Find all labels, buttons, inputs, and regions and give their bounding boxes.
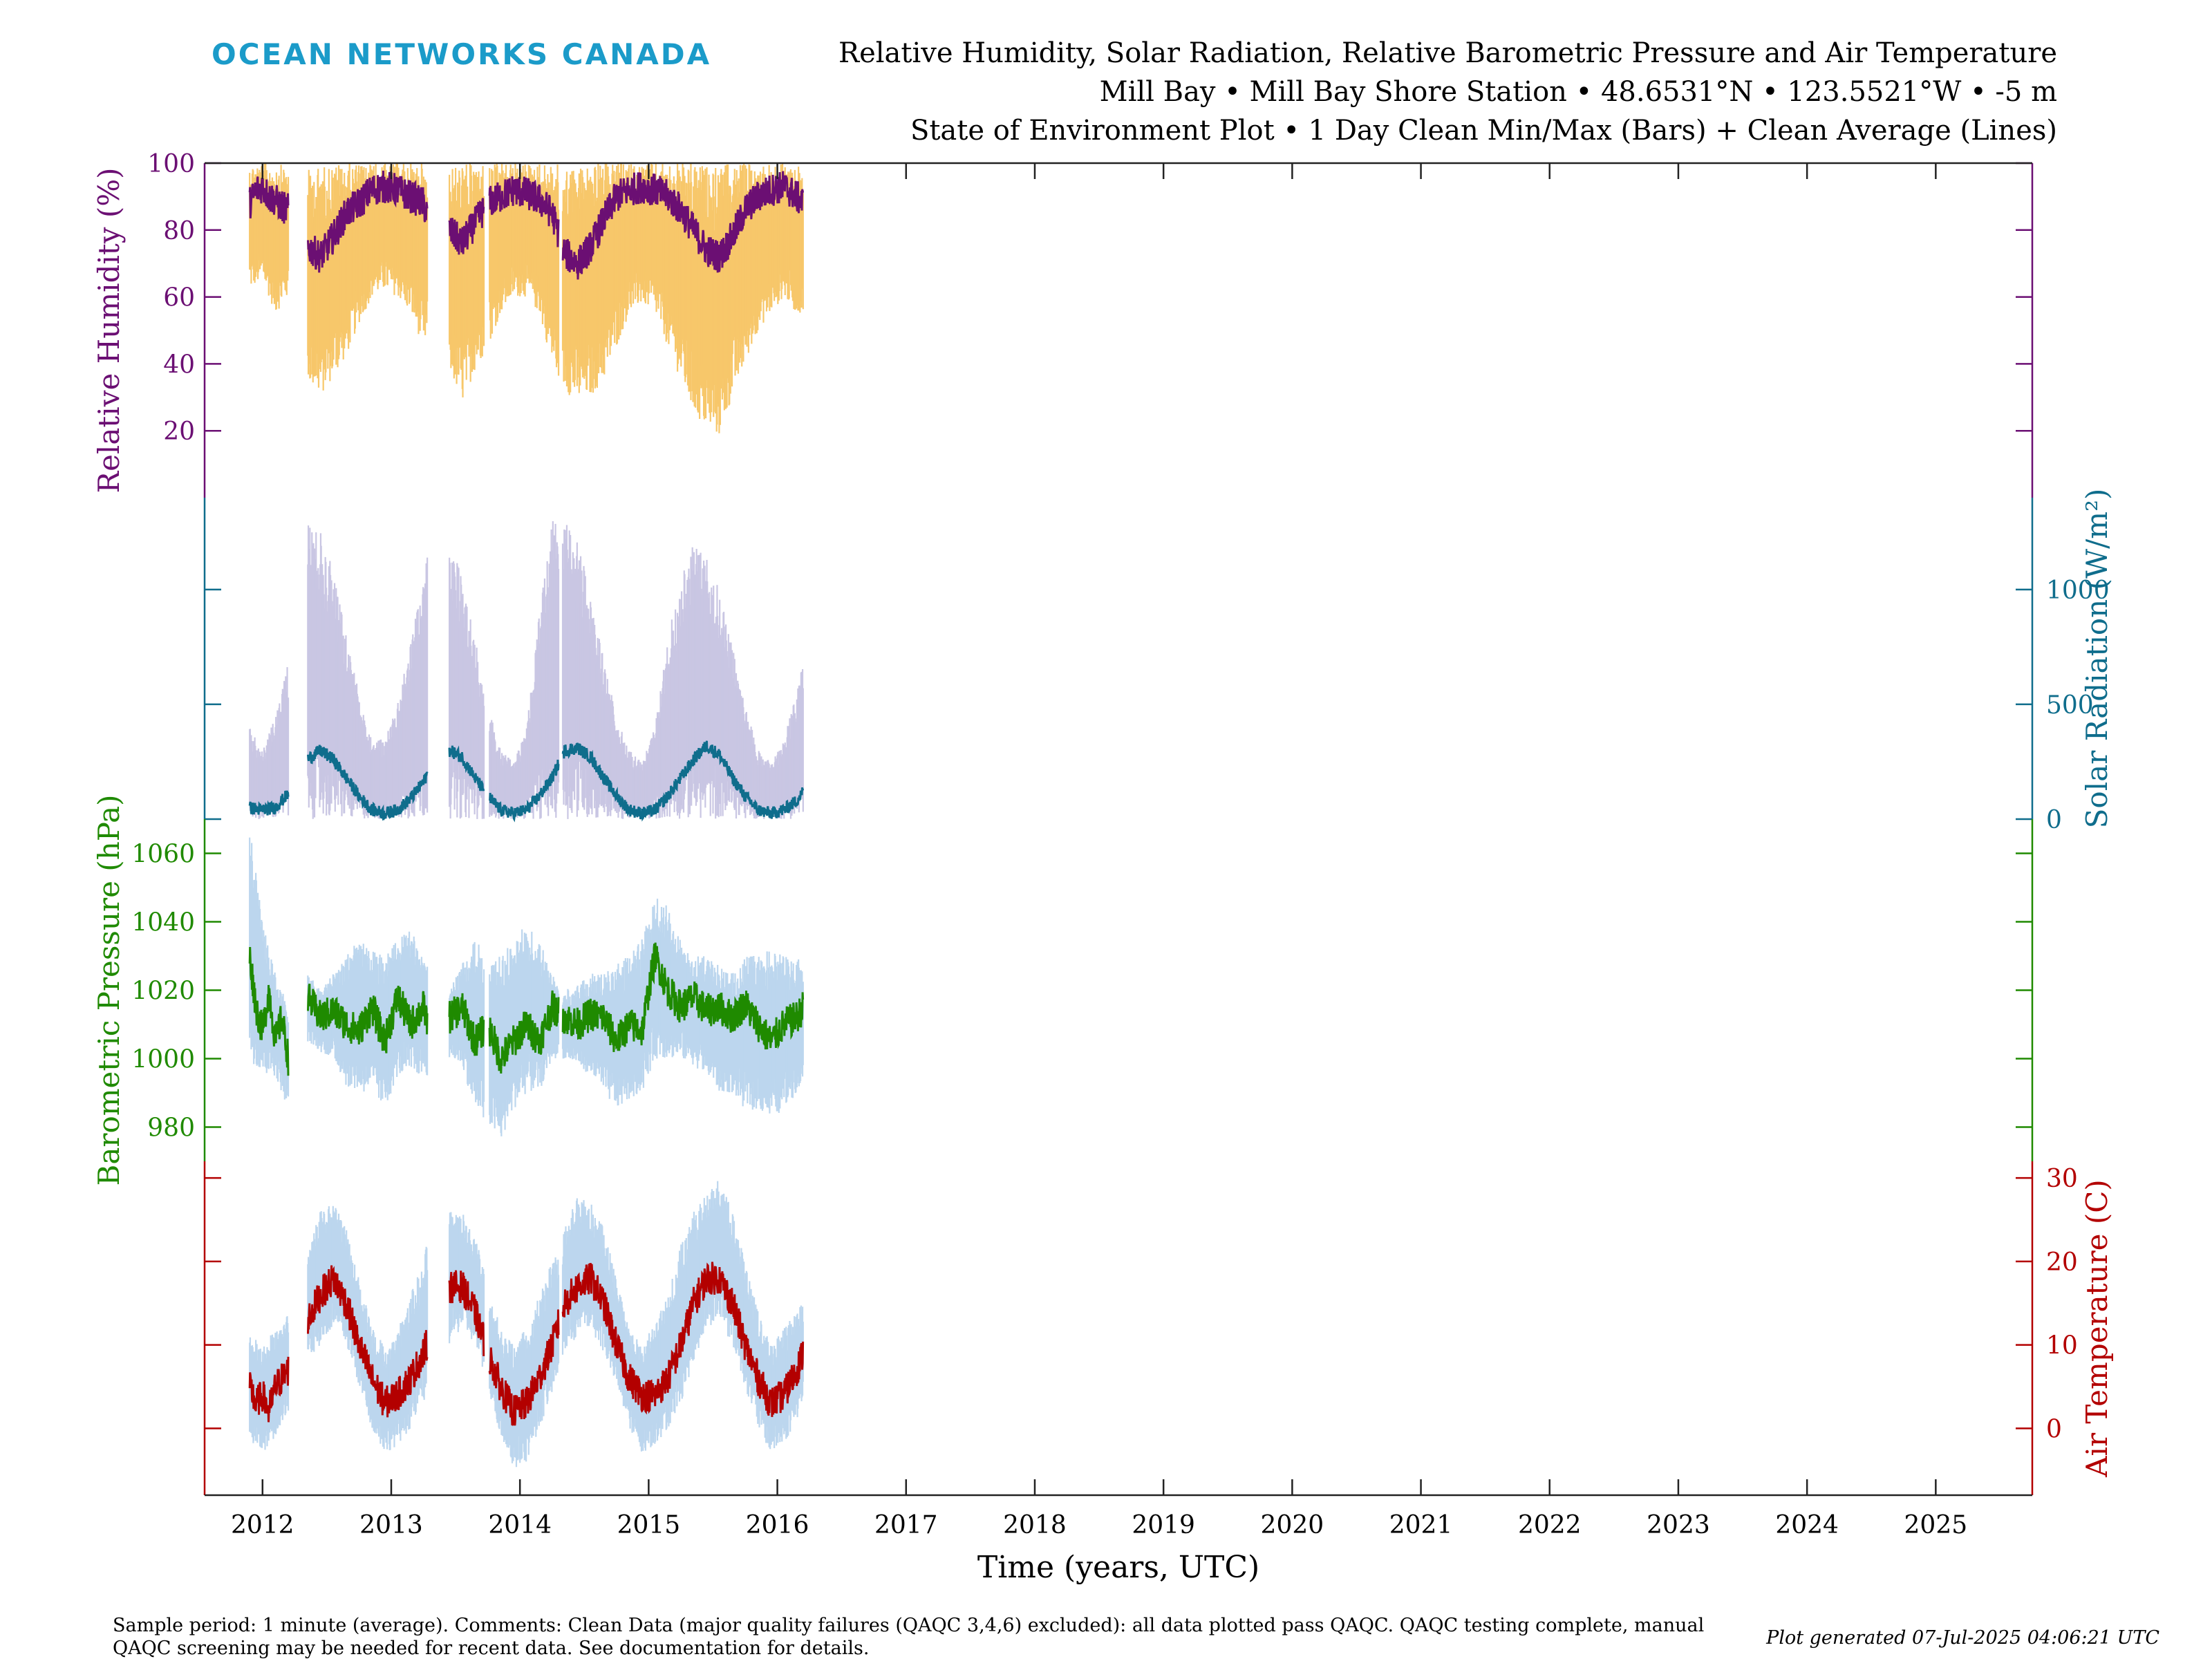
chart-title-line-1: Relative Humidity, Solar Radiation, Rela…: [838, 37, 2057, 69]
x-tick-label: 2022: [1518, 1511, 1582, 1539]
humidity-tick-label: 100: [147, 150, 195, 178]
x-tick-label: 2019: [1132, 1511, 1195, 1539]
logo: OCEAN NETWORKS CANADA: [212, 37, 712, 71]
temperature-minmax-bars: [249, 1181, 804, 1468]
humidity-minmax-bars: [249, 163, 804, 433]
pressure-minmax-bars: [249, 837, 804, 1136]
temperature-tick-label: 30: [2046, 1165, 2078, 1193]
x-tick-label: 2013: [359, 1511, 423, 1539]
temperature-tick-label: 20: [2046, 1248, 2078, 1277]
x-tick-label: 2016: [746, 1511, 809, 1539]
temperature-y-axis-label: Air Temperature (C): [2080, 1179, 2114, 1478]
pressure-y-axis-label: Barometric Pressure (hPa): [92, 794, 126, 1185]
solar-tick-label: 1000: [2046, 577, 2110, 605]
plot-generated: Plot generated 07-Jul-2025 04:06:21 UTC: [1766, 1627, 2159, 1649]
x-tick-label: 2023: [1647, 1511, 1710, 1539]
x-tick-label: 2020: [1261, 1511, 1324, 1539]
x-tick-label: 2018: [1003, 1511, 1067, 1539]
x-tick-label: 2021: [1389, 1511, 1453, 1539]
humidity-tick-label: 20: [163, 418, 195, 446]
solar-average-line: [248, 740, 805, 823]
temperature-tick-label: 10: [2046, 1332, 2078, 1360]
pressure-tick-label: 980: [147, 1114, 195, 1143]
humidity-panel: 20 40 60 80 100 Relative Humidity (%): [92, 150, 2034, 498]
solar-tick-label: 0: [2046, 806, 2062, 834]
temperature-average-line: [248, 1262, 805, 1427]
x-axis-label: Time (years, UTC): [977, 1550, 1259, 1585]
pressure-tick-label: 1000: [131, 1046, 195, 1074]
x-tick-label: 2014: [488, 1511, 552, 1539]
solar-minmax-bars: [249, 521, 804, 819]
footer-comment-line-2: QAQC screening may be needed for recent …: [113, 1638, 870, 1659]
x-tick-label: 2024: [1775, 1511, 1839, 1539]
pressure-tick-label: 1040: [131, 909, 195, 937]
solar-y-axis-label: Solar Radiation (W/m²): [2080, 489, 2114, 829]
humidity-tick-label: 40: [163, 350, 195, 379]
x-tick-label: 2017: [874, 1511, 938, 1539]
x-tick-label: 2012: [231, 1511, 294, 1539]
pressure-tick-label: 1020: [131, 977, 195, 1006]
humidity-tick-label: 60: [163, 284, 195, 312]
humidity-average-line: [248, 170, 805, 280]
footer-comment-line-1: Sample period: 1 minute (average). Comme…: [113, 1615, 1705, 1636]
pressure-tick-label: 1060: [131, 841, 195, 869]
x-tick-label: 2025: [1904, 1511, 1968, 1539]
temperature-tick-label: 0: [2046, 1415, 2062, 1443]
humidity-tick-label: 80: [163, 217, 195, 245]
chart-title-line-2: Mill Bay • Mill Bay Shore Station • 48.6…: [1099, 76, 2057, 108]
solar-tick-label: 500: [2046, 691, 2094, 720]
x-tick-label: 2015: [617, 1511, 681, 1539]
humidity-y-axis-label: Relative Humidity (%): [92, 167, 126, 493]
chart-title-line-3: State of Environment Plot • 1 Day Clean …: [910, 115, 2057, 147]
pressure-average-line: [248, 942, 805, 1076]
